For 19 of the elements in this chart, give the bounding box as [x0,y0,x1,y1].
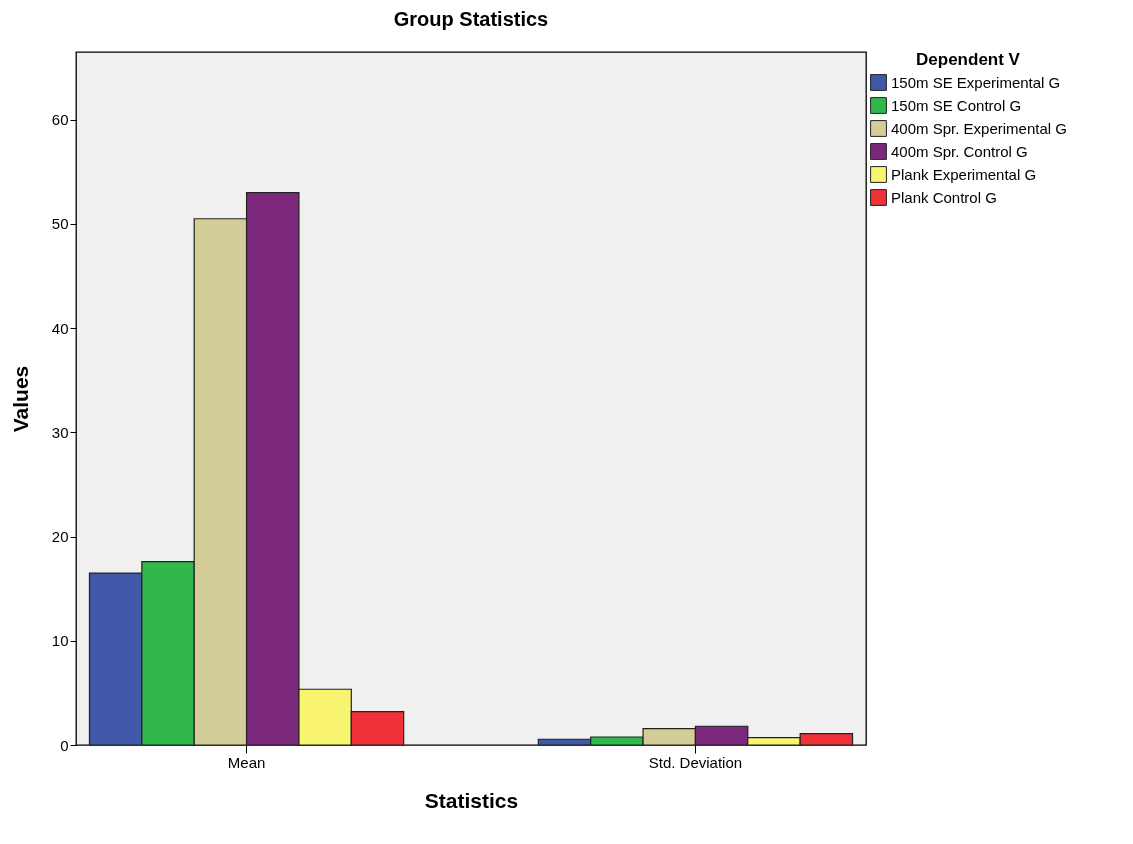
legend-title: Dependent V [916,50,1021,69]
y-tick-label: 20 [51,528,69,546]
y-tick-label: 40 [51,319,69,337]
legend-label: 400m Spr. Control G [891,142,1028,160]
y-tick-label: 60 [51,111,69,129]
x-tick-label: Mean [227,753,266,771]
legend-label: 150m SE Experimental G [891,73,1061,91]
legend-label: 150m SE Control G [891,96,1022,114]
legend-label: 400m Spr. Experimental G [891,119,1067,137]
y-tick-label: 0 [60,736,69,754]
x-tick-label: Std. Deviation [648,753,743,771]
y-tick-label: 30 [51,423,69,441]
x-axis-title: Statistics [424,788,519,812]
y-tick-label: 10 [51,632,69,650]
legend-label: Plank Experimental G [891,165,1037,183]
chart-title: Group Statistics [393,8,549,30]
y-axis-title: Values [8,365,32,433]
legend-label: Plank Control G [891,188,997,206]
y-tick-label: 50 [51,215,69,233]
